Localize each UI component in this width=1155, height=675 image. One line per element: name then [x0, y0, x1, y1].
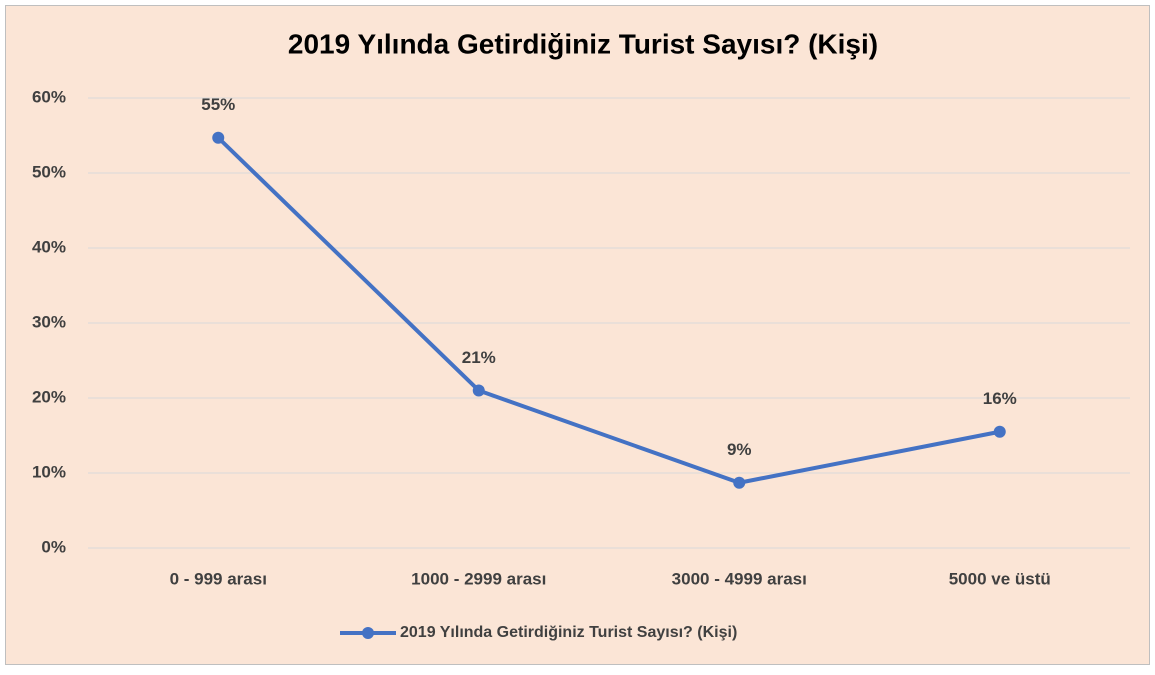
y-tick-label: 40%	[32, 237, 66, 256]
marker	[733, 476, 746, 489]
marker	[212, 131, 225, 144]
y-tick-label: 50%	[32, 162, 66, 181]
legend-marker	[362, 627, 374, 639]
data-label: 21%	[462, 348, 496, 367]
legend-label: 2019 Yılında Getirdiğiniz Turist Sayısı?…	[400, 624, 737, 641]
marker	[993, 425, 1006, 438]
data-label: 55%	[201, 95, 235, 114]
chart-title: 2019 Yılında Getirdiğiniz Turist Sayısı?…	[288, 28, 878, 59]
x-tick-label: 5000 ve üstü	[949, 569, 1051, 588]
y-tick-label: 0%	[41, 537, 66, 556]
y-tick-label: 10%	[32, 462, 66, 481]
chart-background	[5, 5, 1150, 665]
y-tick-label: 60%	[32, 87, 66, 106]
x-tick-label: 3000 - 4999 arası	[672, 569, 807, 588]
y-tick-label: 30%	[32, 312, 66, 331]
y-tick-label: 20%	[32, 387, 66, 406]
marker	[472, 384, 485, 397]
data-label: 9%	[727, 440, 752, 459]
x-tick-label: 1000 - 2999 arası	[411, 569, 546, 588]
x-tick-label: 0 - 999 arası	[170, 569, 267, 588]
line	[216, 136, 1001, 485]
data-label: 16%	[983, 389, 1017, 408]
